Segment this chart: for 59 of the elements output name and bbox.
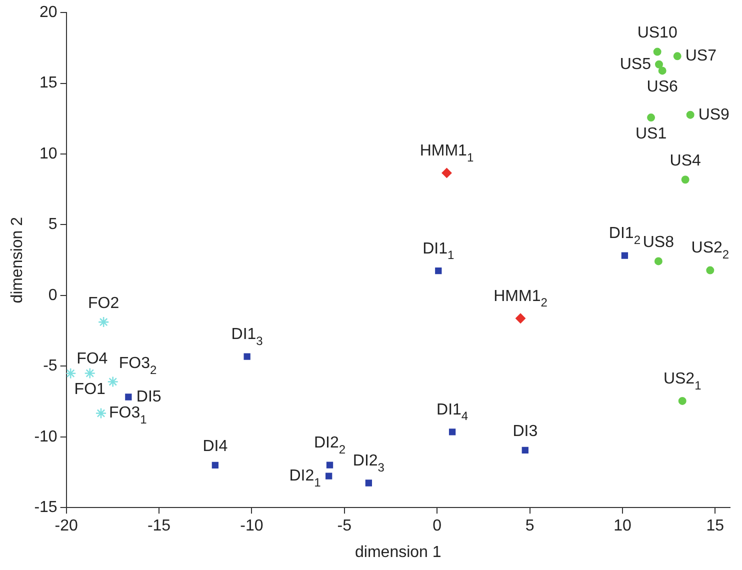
y-axis-title: dimension 2 <box>9 216 26 304</box>
annotation: FO1 <box>74 381 106 398</box>
point <box>654 257 662 266</box>
point <box>98 316 110 328</box>
annotation: US5 <box>620 56 652 73</box>
point <box>212 462 219 468</box>
annotation: US10 <box>637 24 678 42</box>
point <box>125 394 132 400</box>
x-tick-label: 0 <box>432 518 442 535</box>
point <box>706 266 714 274</box>
annotation: DI3 <box>512 423 538 440</box>
point <box>653 48 662 56</box>
annotation: US6 <box>646 78 678 96</box>
point <box>326 472 332 480</box>
x-axis-title: dimension 1 <box>355 544 442 561</box>
y-tick-label: 20 <box>40 4 58 22</box>
y-tick-label: -15 <box>34 499 58 516</box>
x-tick-label: -5 <box>337 518 352 535</box>
point <box>84 368 96 379</box>
point <box>655 60 663 68</box>
x-tick-label: 10 <box>614 518 632 535</box>
x-tick-label: 15 <box>706 518 724 535</box>
point <box>678 396 686 405</box>
annotation: US9 <box>698 106 730 124</box>
annotation: DI5 <box>136 388 162 406</box>
point <box>107 376 119 388</box>
point <box>448 428 456 436</box>
point <box>647 114 656 122</box>
annotation: US4 <box>670 152 701 170</box>
point <box>681 176 690 184</box>
point <box>365 480 372 486</box>
point <box>516 313 526 324</box>
annotation: DI4 <box>202 438 228 456</box>
x-tick-label: -10 <box>240 518 264 535</box>
y-tick-label: -10 <box>34 428 58 446</box>
point <box>686 110 694 119</box>
point <box>673 52 682 60</box>
annotation: US8 <box>642 234 674 252</box>
point <box>522 446 528 454</box>
y-tick-label: -5 <box>43 358 58 375</box>
annotation: US7 <box>685 48 717 65</box>
x-tick-label: -15 <box>147 518 171 535</box>
point <box>95 408 107 419</box>
annotation: FO4 <box>76 350 108 368</box>
point <box>66 368 76 380</box>
annotation: US1 <box>635 125 667 142</box>
point <box>658 66 666 75</box>
point <box>621 252 628 259</box>
x-tick-label: 5 <box>525 518 534 535</box>
y-tick-label: 10 <box>40 145 58 162</box>
y-tick-label: 5 <box>48 216 58 234</box>
point <box>244 353 250 360</box>
point <box>435 268 442 274</box>
annotation: FO2 <box>88 294 120 312</box>
point <box>442 168 452 178</box>
y-tick-label: 15 <box>40 74 58 92</box>
x-tick-label: -20 <box>54 518 78 535</box>
y-tick-label: 0 <box>48 286 58 304</box>
point <box>326 462 334 468</box>
